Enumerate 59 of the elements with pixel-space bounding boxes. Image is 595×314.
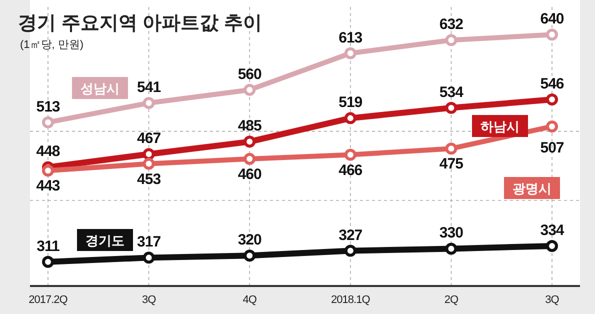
point: [142, 96, 155, 109]
data-label: 534: [439, 84, 464, 101]
point: [142, 158, 155, 170]
point: [142, 252, 155, 264]
data-label: 460: [238, 166, 262, 183]
point: [42, 116, 54, 128]
data-label: 546: [540, 76, 564, 93]
chart-title: 경기 주요지역 아파트값 추이: [18, 13, 262, 34]
data-label: 475: [439, 156, 464, 173]
data-label: 311: [36, 238, 60, 255]
series-label: 하남시: [480, 119, 520, 134]
point: [344, 47, 356, 60]
point: [42, 256, 54, 268]
data-label: 560: [238, 66, 262, 83]
point: [244, 250, 256, 262]
x-tick-label: 2017.2Q: [28, 294, 68, 306]
x-tick-label: 2018.1Q: [331, 294, 371, 306]
series-label: 성남시: [80, 81, 120, 96]
data-label: 632: [439, 16, 464, 34]
data-label: 443: [36, 178, 60, 195]
data-label: 317: [137, 234, 161, 251]
data-label: 513: [36, 98, 60, 116]
text: 광명시: [512, 181, 552, 196]
point: [546, 94, 558, 106]
point: [445, 242, 458, 255]
series-label: 경기도: [86, 233, 124, 248]
point: [244, 152, 256, 165]
data-label: 330: [439, 224, 464, 242]
point: [244, 136, 256, 148]
data-label: 334: [540, 222, 565, 239]
data-label: 541: [137, 78, 161, 96]
data-label: 448: [36, 143, 60, 160]
x-tick-label: 4Q: [242, 294, 258, 306]
point: [445, 102, 458, 114]
data-label: 485: [238, 118, 262, 135]
data-label: 640: [540, 10, 564, 28]
point: [344, 112, 356, 124]
x-tick-label: 2Q: [444, 294, 459, 306]
x-tick-label: 3Q: [545, 294, 560, 306]
point: [445, 142, 458, 155]
point: [445, 34, 458, 46]
point: [142, 148, 155, 160]
data-label: 613: [338, 29, 362, 46]
data-label: 327: [338, 226, 362, 244]
data-label: 519: [338, 94, 362, 112]
data-label: 467: [137, 130, 161, 148]
data-label: 320: [238, 232, 262, 249]
point: [546, 240, 558, 252]
data-label: 453: [137, 170, 161, 188]
x-tick-label: 3Q: [142, 294, 157, 306]
data-label: 466: [338, 162, 362, 179]
point: [344, 148, 356, 161]
point: [42, 164, 54, 177]
point: [244, 84, 256, 96]
point: [546, 28, 558, 41]
data-label: 507: [540, 139, 564, 156]
point: [546, 120, 558, 132]
point: [344, 244, 356, 257]
text: (1㎡당, 만원): [20, 39, 84, 51]
